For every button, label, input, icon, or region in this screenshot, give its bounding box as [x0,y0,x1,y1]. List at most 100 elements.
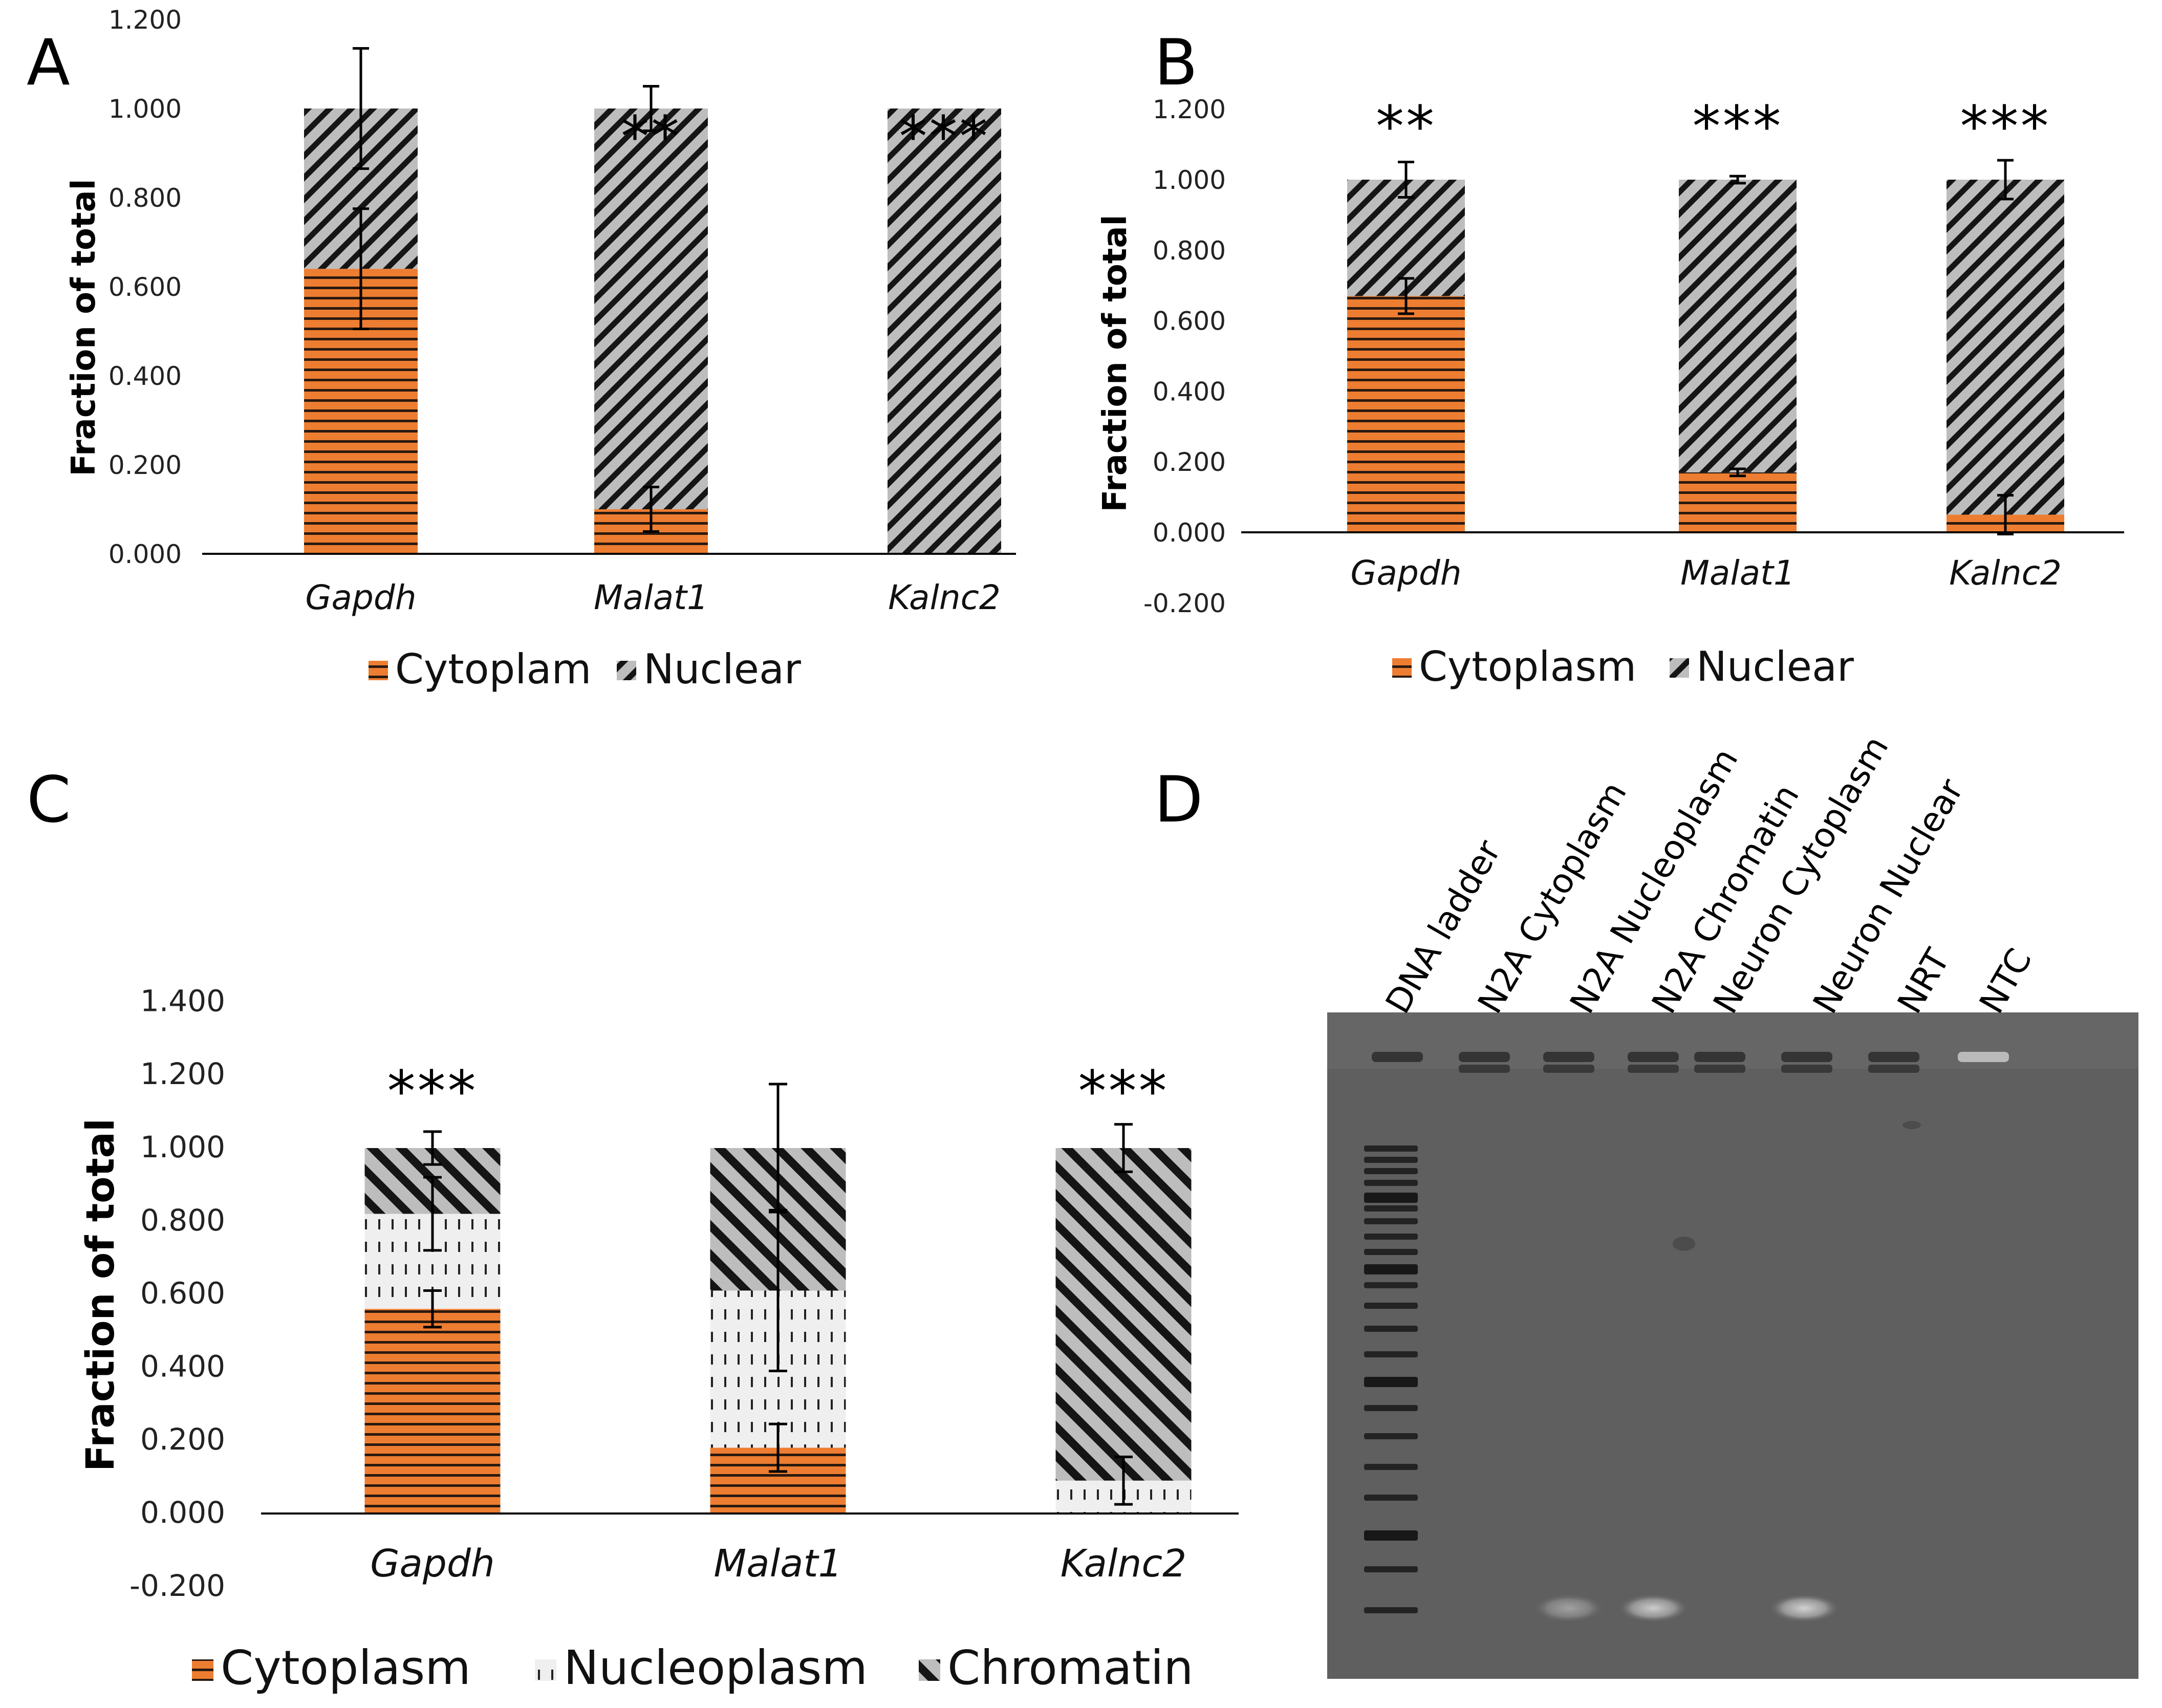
category-label: Kalnc2 [1949,553,2062,593]
ladder-band [1364,1168,1418,1174]
gel-well [1459,1065,1510,1073]
ladder-band [1364,1157,1418,1163]
category-label: Malat1 [594,578,708,617]
chart-a: 0.000 0.200 0.400 0.600 0.800 1.000 1.200 Fract… [65,5,1016,693]
chart-b: -0.200 0.000 0.200 0.400 0.600 0.800 1.000 1.20… [1096,94,2124,690]
y-axis-label: Fraction of total [77,1118,123,1472]
error-bar [1398,277,1414,315]
gel-well [1868,1052,1919,1062]
error-bar [423,1176,442,1252]
legend-swatch [1670,658,1689,678]
category-label: Gapdh [370,1542,495,1586]
panel-label-c: C [27,763,71,837]
legend-swatch [617,661,636,680]
y-tick-label: 0.400 [1153,377,1226,406]
y-tick-label: -0.200 [1143,589,1226,618]
ladder-band [1364,1326,1418,1332]
ladder-band [1364,1405,1418,1411]
error-bar [353,47,369,170]
significance-stars: *** [387,1058,478,1124]
y-tick-label: 0.200 [109,450,182,480]
legend-label: Cytoplam [395,645,591,693]
legend-label: Nucleoplasm [564,1640,868,1695]
error-bar [643,486,659,533]
gel-background [1327,1012,2138,1679]
legend-label: Chromatin [947,1640,1194,1695]
gel-well [1781,1065,1832,1073]
error-bar [1729,175,1746,185]
significance-stars: ** [1376,94,1436,159]
significance-stars: *** [1078,1058,1169,1124]
bar-segment-nuclear [1347,180,1465,296]
gel-wells [1372,1052,2009,1073]
gel-band [1533,1594,1605,1623]
y-tick-label: 0.000 [109,539,182,569]
gel-well [1459,1052,1510,1062]
category-label: Gapdh [1350,553,1461,593]
bar-segment-cytoplasm [1679,472,1797,532]
ladder-band [1364,1607,1418,1613]
y-tick-label: 1.200 [140,1056,225,1091]
gel-well [1372,1052,1423,1062]
legend-item-nuclear: Nuclear [1670,643,1854,690]
error-bar [1114,1455,1133,1506]
ladder-band [1364,1249,1418,1255]
legend-label: Nuclear [1696,643,1854,690]
error-bar [643,85,659,132]
legend-swatch [1392,658,1412,678]
ladder-band [1364,1218,1418,1224]
legend-item-cytoplasm: Cytoplasm [1392,643,1636,690]
gel-lane-label: NTC [1972,942,2040,1020]
ladder-band [1364,1433,1418,1439]
gel-well [1868,1065,1919,1073]
gel-band [1768,1594,1840,1623]
y-tick-label: 0.800 [1153,236,1226,266]
ladder-band [1364,1495,1418,1501]
chart-c: -0.200 0.000 0.200 0.400 0.600 0.800 1.000 1.20… [77,983,1239,1695]
category-label: Malat1 [1680,553,1795,593]
ladder-band [1364,1205,1418,1212]
legend-item-nucleoplasm: Nucleoplasm [535,1640,868,1695]
gel-bands [1533,1121,1921,1623]
y-tick-label: 0.400 [140,1349,225,1383]
ladder-band [1364,1180,1418,1186]
category-label: Gapdh [305,578,416,617]
error-bar [1398,161,1414,199]
category-label: Malat1 [714,1542,842,1586]
ladder-band [1364,1234,1418,1240]
y-tick-label: 1.000 [140,1130,225,1164]
y-tick-label: 0.800 [109,183,182,213]
gel-well [1781,1052,1832,1062]
gel-lane-label: NRT [1890,942,1957,1020]
category-label: Kalnc2 [1061,1542,1186,1586]
ladder-band [1364,1351,1418,1357]
error-bar [1114,1123,1133,1173]
legend-swatch [192,1659,213,1681]
panel-label-b: B [1154,26,1198,100]
bar-segment-cytoplasm [364,1309,501,1514]
gel-well [1628,1052,1679,1062]
gel-well [1694,1065,1745,1073]
error-bar [769,1083,787,1214]
panel-label-d: D [1154,763,1203,837]
y-tick-label: 0.000 [1153,518,1226,548]
significance-stars: *** [1693,94,1783,159]
gel-artifact [1902,1121,1921,1129]
ladder-band [1364,1377,1418,1387]
legend-item-chromatin: Chromatin [919,1640,1194,1695]
y-axis-label: Fraction of total [65,179,103,476]
error-bar [353,207,369,331]
error-bar [1997,159,2014,201]
y-tick-label: 0.600 [140,1276,225,1311]
y-tick-label: 1.400 [140,983,225,1018]
bar-segment-nuclear [1947,180,2064,515]
bar-segment-nuclear [1679,180,1797,472]
legend-swatch [535,1659,556,1681]
y-tick-label: 0.600 [1153,307,1226,336]
legend-label: Cytoplasm [1419,643,1636,690]
significance-stars: ** [621,104,681,169]
error-bar [423,1289,442,1329]
y-tick-label: 1.000 [1153,165,1226,195]
